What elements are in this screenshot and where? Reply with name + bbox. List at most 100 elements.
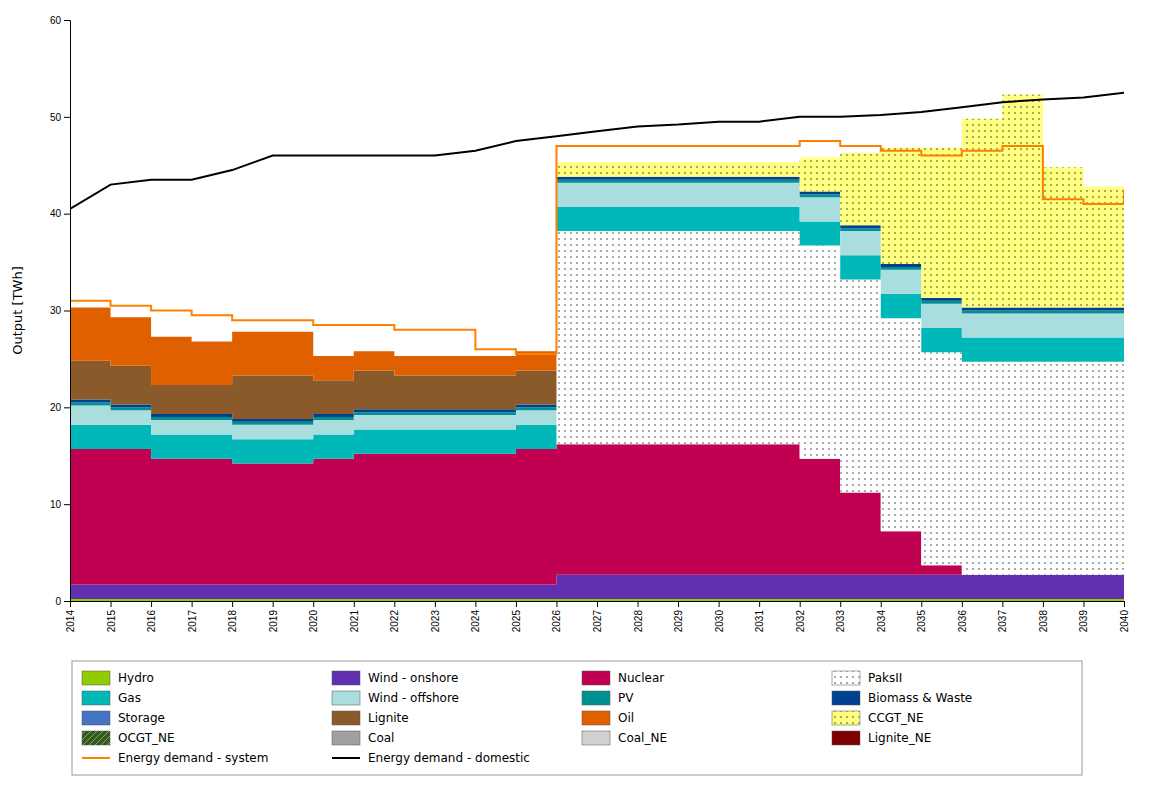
- x-tick-label: 2025: [511, 610, 522, 633]
- x-tick-label: 2024: [470, 610, 481, 633]
- legend-label: PaksII: [868, 671, 902, 685]
- legend-item: Wind - offshore: [332, 691, 459, 705]
- legend-label: Energy demand - domestic: [368, 751, 530, 765]
- x-tick-label: 2023: [430, 610, 441, 633]
- x-tick: 2029: [673, 601, 684, 632]
- x-tick-mark: [556, 601, 557, 607]
- legend-item: Energy demand - system: [82, 751, 268, 765]
- legend-item: Wind - onshore: [332, 671, 458, 685]
- x-tick-label: 2021: [349, 610, 360, 633]
- x-tick-mark: [232, 601, 233, 607]
- x-tick-mark: [516, 601, 517, 607]
- x-tick: 2022: [389, 601, 400, 632]
- x-tick-label: 2015: [106, 610, 117, 633]
- x-tick-label: 2022: [389, 610, 400, 633]
- marks: [70, 93, 1124, 601]
- x-axis: 2014201520162017201820192020202120222023…: [65, 601, 1130, 632]
- line: [70, 93, 1124, 209]
- x-tick-mark: [881, 601, 882, 607]
- x-tick-mark: [840, 601, 841, 607]
- x-tick: 2038: [1038, 601, 1049, 632]
- legend-item: Oil: [582, 711, 634, 725]
- legend-label: Gas: [118, 691, 141, 705]
- legend-swatch: [82, 711, 110, 725]
- x-tick-mark: [192, 601, 193, 607]
- x-tick: 2033: [835, 601, 846, 632]
- x-tick-label: 2035: [916, 610, 927, 633]
- y-tick-mark: [64, 504, 70, 505]
- x-tick-label: 2026: [551, 610, 562, 633]
- legend-swatch: [582, 731, 610, 745]
- x-tick-mark: [313, 601, 314, 607]
- legend-swatch: [82, 671, 110, 685]
- legend-swatch: [332, 757, 360, 759]
- y-tick-label: 0: [55, 596, 61, 607]
- y-tick-mark: [64, 407, 70, 408]
- legend-swatch: [832, 671, 860, 685]
- y-tick: 50: [50, 112, 70, 123]
- legend-label: Storage: [118, 711, 165, 725]
- legend-label: CCGT_NE: [868, 711, 924, 725]
- x-tick-label: 2020: [308, 610, 319, 633]
- x-tick: 2020: [308, 601, 319, 632]
- x-tick: 2015: [106, 601, 117, 632]
- area-pattern: [70, 95, 1124, 356]
- x-tick-mark: [638, 601, 639, 607]
- x-tick-mark: [1083, 601, 1084, 607]
- y-tick: 30: [50, 305, 70, 316]
- x-tick-mark: [475, 601, 476, 607]
- legend-swatch: [82, 757, 110, 759]
- legend-label: Biomass & Waste: [868, 691, 972, 705]
- area: [70, 95, 1124, 356]
- legend-label: Wind - offshore: [368, 691, 459, 705]
- x-tick-mark: [1124, 601, 1125, 607]
- legend-swatch: [332, 731, 360, 745]
- chart: 2014201520162017201820192020202120222023…: [0, 0, 1154, 785]
- y-tick: 20: [50, 402, 70, 413]
- x-tick-label: 2038: [1038, 610, 1049, 633]
- y-tick-label: 30: [50, 305, 62, 316]
- x-tick-mark: [394, 601, 395, 607]
- x-tick-label: 2037: [997, 610, 1008, 633]
- x-tick: 2036: [957, 601, 968, 632]
- legend: HydroWind - onshoreNuclearPaksIIGasWind …: [72, 661, 1082, 775]
- y-tick-mark: [64, 214, 70, 215]
- area: [70, 95, 1124, 356]
- y-tick-mark: [64, 117, 70, 118]
- x-tick: 2021: [349, 601, 360, 632]
- legend-swatch: [82, 731, 110, 745]
- legend-label: Energy demand - system: [118, 751, 268, 765]
- legend-swatch: [332, 671, 360, 685]
- x-tick-mark: [1043, 601, 1044, 607]
- legend-swatch: [832, 731, 860, 745]
- legend-swatch: [332, 711, 360, 725]
- legend-item: Coal_NE: [582, 731, 667, 745]
- x-tick-mark: [719, 601, 720, 607]
- x-tick: 2037: [997, 601, 1008, 632]
- x-tick-mark: [1002, 601, 1003, 607]
- x-tick-mark: [111, 601, 112, 607]
- x-tick-mark: [678, 601, 679, 607]
- x-tick-mark: [800, 601, 801, 607]
- y-axis: 0 10 20 30 40 50 60: [50, 15, 71, 607]
- plot: 2014201520162017201820192020202120222023…: [10, 15, 1130, 633]
- legend-item: PaksII: [832, 671, 902, 685]
- legend-label: Oil: [618, 711, 634, 725]
- y-axis-title: Output [TWh]: [10, 266, 25, 354]
- x-tick: 2019: [268, 601, 279, 632]
- x-tick: 2035: [916, 601, 927, 632]
- x-tick: 2017: [187, 601, 198, 632]
- x-tick: 2028: [633, 601, 644, 632]
- y-tick-label: 60: [50, 15, 62, 26]
- legend-label: Lignite_NE: [868, 731, 931, 745]
- x-tick-mark: [273, 601, 274, 607]
- x-tick-label: 2029: [673, 610, 684, 633]
- area: [70, 95, 1124, 356]
- y-tick: 60: [50, 15, 70, 26]
- x-tick-label: 2040: [1119, 610, 1130, 633]
- y-tick: 10: [50, 499, 70, 510]
- legend-item: CCGT_NE: [832, 711, 924, 725]
- y-tick: 40: [50, 208, 70, 219]
- x-tick-mark: [921, 601, 922, 607]
- y-tick-label: 40: [50, 208, 62, 219]
